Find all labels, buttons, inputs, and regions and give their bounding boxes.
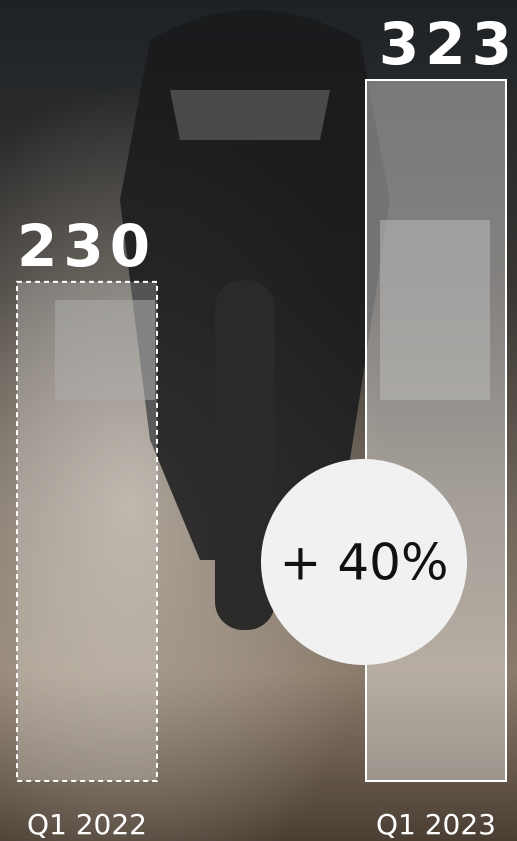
annotation: + 40% <box>280 534 449 592</box>
value-label: 230 <box>17 212 156 280</box>
bar <box>366 80 506 781</box>
bar <box>17 282 157 781</box>
value-label: 323 <box>379 10 517 78</box>
x-tick-label: Q1 2023 <box>376 808 496 841</box>
x-tick-label: Q1 2022 <box>27 808 147 841</box>
chart: 230 Q1 2022 323 Q1 2023 + 40% <box>0 0 517 841</box>
